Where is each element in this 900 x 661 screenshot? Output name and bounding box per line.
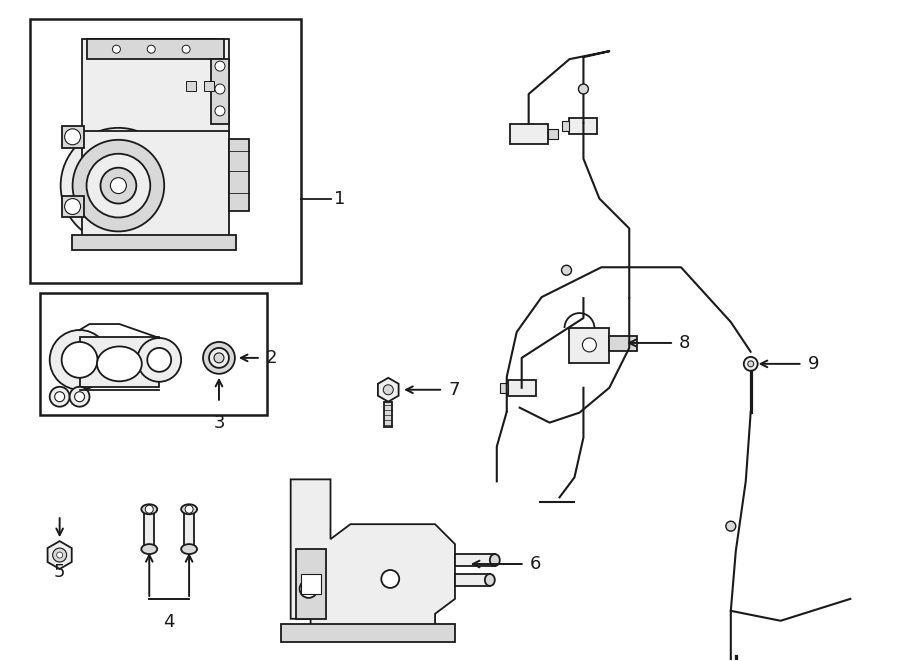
Circle shape [582,338,597,352]
Circle shape [148,348,171,372]
Circle shape [748,361,753,367]
Circle shape [743,357,758,371]
Bar [79,337,159,387]
Circle shape [215,84,225,94]
Text: 2: 2 [266,349,277,367]
Circle shape [55,392,65,402]
Circle shape [112,45,121,53]
Circle shape [148,45,155,53]
Bar [184,509,194,549]
Bar [455,574,490,586]
Ellipse shape [485,574,495,586]
Bar [204,81,214,91]
Text: 8: 8 [679,334,690,352]
Bar [384,402,392,426]
Circle shape [182,45,190,53]
Polygon shape [291,479,455,634]
Text: 1: 1 [335,190,346,208]
Bar [144,509,154,549]
Bar [296,549,326,619]
Bar [82,39,229,134]
Circle shape [65,129,81,145]
Bar [609,336,637,351]
Bar [30,19,301,283]
Ellipse shape [141,544,158,554]
Circle shape [725,521,736,531]
Bar [455,554,495,566]
Circle shape [75,392,85,402]
Ellipse shape [490,554,500,566]
Text: 4: 4 [164,613,175,631]
Circle shape [383,385,393,395]
Bar [562,121,570,131]
Circle shape [562,265,572,275]
Circle shape [50,387,69,407]
Bar [72,235,236,251]
Circle shape [61,342,97,378]
Text: 5: 5 [54,563,66,581]
Ellipse shape [97,346,142,381]
Bar [211,59,229,124]
Bar [301,574,320,594]
Bar [40,293,266,414]
Circle shape [101,168,136,204]
Circle shape [579,84,589,94]
Bar [570,328,609,363]
Circle shape [50,330,110,390]
Circle shape [73,140,164,231]
Circle shape [111,178,126,194]
Text: 3: 3 [213,414,225,432]
Text: 6: 6 [530,555,541,573]
Circle shape [185,505,193,513]
Ellipse shape [181,504,197,514]
Circle shape [203,342,235,374]
Circle shape [300,580,318,598]
Circle shape [53,548,67,562]
Circle shape [86,154,150,217]
Circle shape [138,338,181,382]
Bar [500,383,508,393]
Text: 7: 7 [448,381,460,399]
Bar [547,129,557,139]
Circle shape [209,348,229,368]
Bar [86,39,224,59]
Ellipse shape [141,504,158,514]
Circle shape [215,106,225,116]
Circle shape [57,552,63,558]
Bar [509,124,547,144]
Bar [229,139,248,210]
Circle shape [65,198,81,214]
Circle shape [69,387,89,407]
Text: 9: 9 [807,355,819,373]
Circle shape [214,353,224,363]
Circle shape [382,570,400,588]
Circle shape [60,128,176,243]
Bar [61,196,84,217]
Bar [82,131,229,241]
Circle shape [215,61,225,71]
Bar [508,380,536,396]
Circle shape [145,505,153,513]
Bar [186,81,196,91]
Bar [281,624,455,642]
Bar [61,126,84,148]
Bar [570,118,598,134]
Ellipse shape [181,544,197,554]
